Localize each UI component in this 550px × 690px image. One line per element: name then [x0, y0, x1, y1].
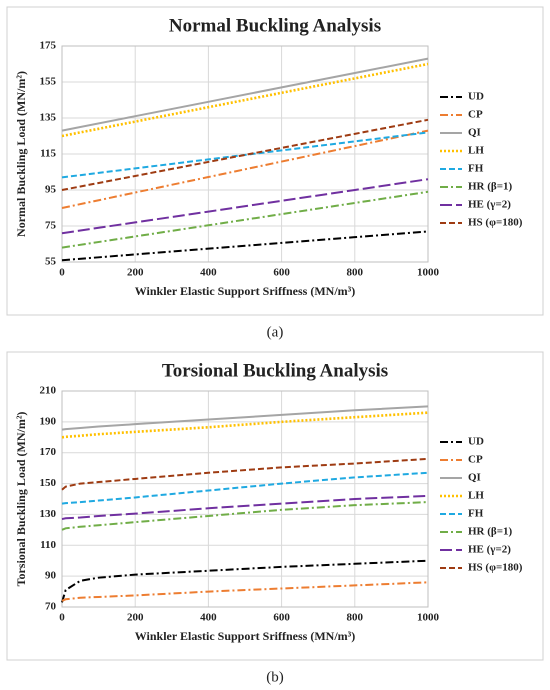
y-tick-label: 130 — [40, 508, 57, 520]
y-tick-label: 175 — [40, 40, 57, 52]
data-line — [61, 411, 429, 439]
data-line — [61, 57, 429, 132]
x-tick-label: 600 — [273, 612, 290, 624]
y-tick-label: 155 — [40, 76, 57, 88]
legend-label: HS (φ=180) — [468, 562, 523, 574]
legend-label: HE (γ=2) — [468, 544, 511, 556]
legend-label: LH — [468, 145, 484, 157]
x-tick-label: 1000 — [417, 612, 440, 624]
data-line — [61, 131, 429, 179]
data-line — [61, 494, 429, 521]
legend-label: QI — [468, 127, 481, 139]
plot-border — [61, 45, 429, 263]
legend-label: CP — [468, 109, 483, 121]
x-axis-title: Winkler Elastic Support Sriffness (MN/m³… — [135, 629, 356, 643]
legend-label: QI — [468, 472, 481, 484]
chart-title: Torsional Buckling Analysis — [162, 360, 388, 381]
caption: (a) — [267, 324, 284, 340]
chart-frame — [6, 6, 544, 316]
y-tick-label: 170 — [40, 446, 57, 458]
x-tick-label: 400 — [200, 267, 217, 279]
legend-label: LH — [468, 490, 484, 502]
legend-label: FH — [468, 163, 484, 175]
data-line — [61, 190, 429, 249]
data-line — [61, 405, 429, 431]
y-tick-label: 110 — [40, 539, 56, 551]
x-tick-label: 200 — [127, 612, 144, 624]
data-line — [61, 118, 429, 191]
x-axis-title: Winkler Elastic Support Sriffness (MN/m³… — [135, 284, 356, 298]
y-tick-label: 55 — [45, 256, 57, 268]
chart-title: Normal Buckling Analysis — [169, 15, 381, 36]
x-tick-label: 0 — [59, 612, 65, 624]
data-line — [61, 471, 429, 505]
data-line — [61, 129, 429, 209]
y-tick-label: 150 — [40, 477, 57, 489]
legend-label: CP — [468, 454, 483, 466]
y-tick-label: 70 — [45, 601, 57, 613]
y-tick-label: 75 — [45, 220, 57, 232]
x-tick-label: 600 — [273, 267, 290, 279]
plot-border — [61, 390, 429, 608]
legend-label: HE (γ=2) — [468, 199, 511, 211]
x-tick-label: 200 — [127, 267, 144, 279]
x-tick-label: 0 — [59, 267, 65, 279]
y-axis-title: Torsional Buckling Load (MN/m²) — [14, 412, 28, 587]
legend-label: UD — [468, 91, 484, 103]
legend-label: UD — [468, 436, 484, 448]
y-tick-label: 115 — [40, 148, 56, 160]
data-line — [61, 559, 429, 603]
legend-label: HS (φ=180) — [468, 217, 523, 229]
legend-label: HR (β=1) — [468, 526, 512, 538]
legend-label: FH — [468, 508, 484, 520]
x-tick-label: 800 — [347, 612, 364, 624]
x-tick-label: 800 — [347, 267, 364, 279]
caption: (b) — [266, 669, 284, 685]
chart-frame — [6, 351, 544, 661]
y-tick-label: 135 — [40, 112, 57, 124]
x-tick-label: 400 — [200, 612, 217, 624]
y-tick-label: 210 — [40, 385, 57, 397]
data-line — [61, 457, 429, 491]
y-axis-title: Normal Buckling Load (MN/m²) — [14, 71, 28, 237]
y-tick-label: 190 — [40, 415, 57, 427]
y-tick-label: 95 — [45, 184, 57, 196]
y-tick-label: 90 — [45, 570, 57, 582]
data-line — [61, 230, 429, 262]
legend-label: HR (β=1) — [468, 181, 512, 193]
data-line — [61, 178, 429, 235]
x-tick-label: 1000 — [417, 267, 440, 279]
